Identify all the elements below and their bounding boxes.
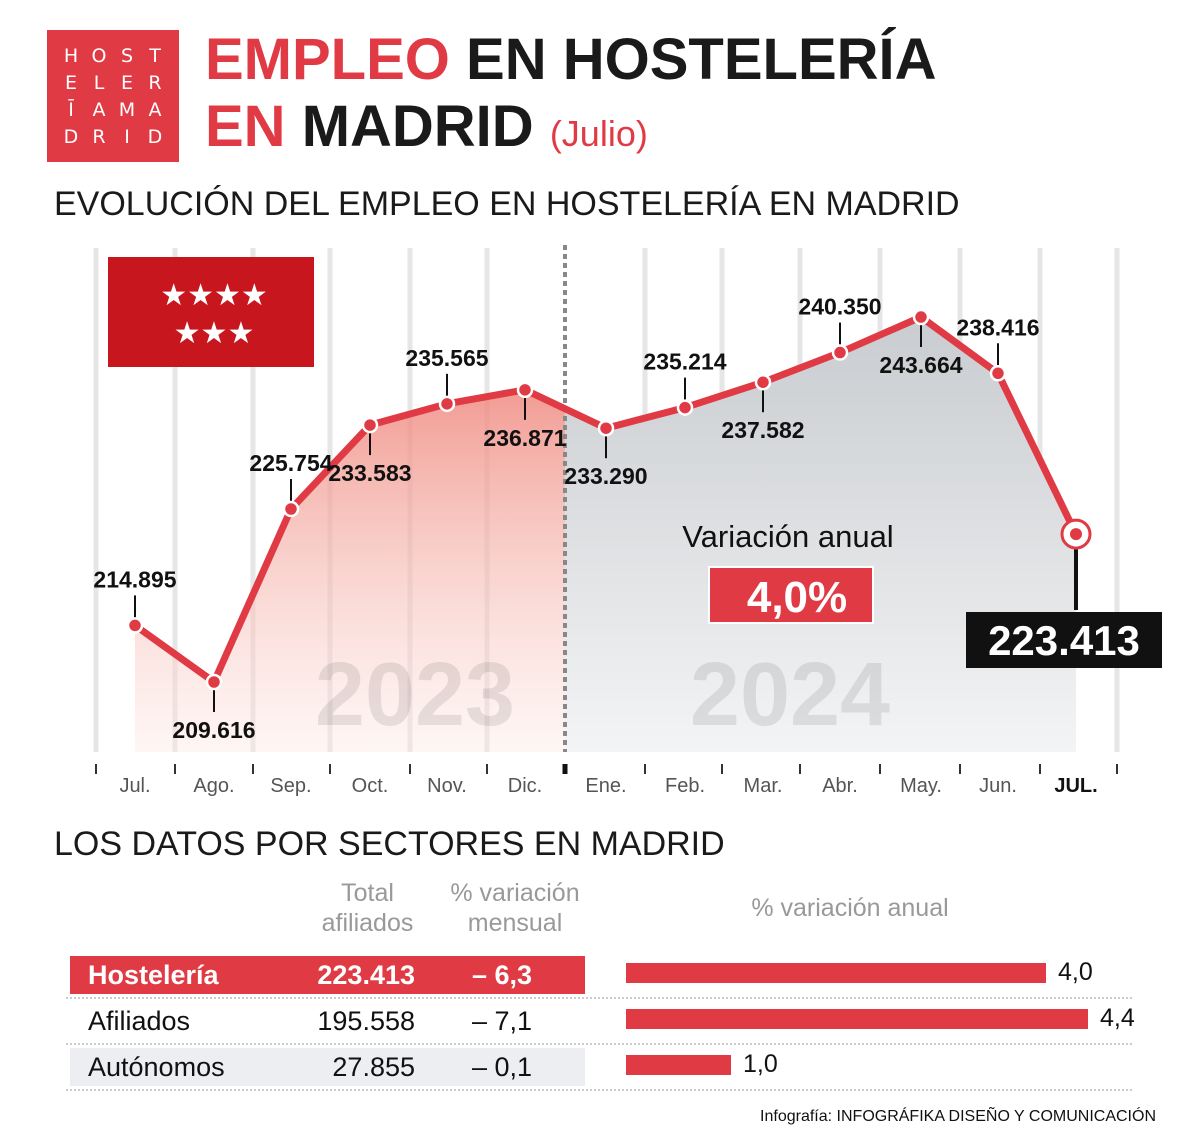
sector-monthly: – 7,1 — [472, 1006, 533, 1036]
data-label: 235.214 — [643, 349, 726, 375]
sector-row: Hostelería 223.413 – 6,3 — [70, 956, 585, 994]
madrid-flag-icon: ★★★★ ★★★ — [108, 257, 314, 367]
annual-variation-label: 4,4 — [1100, 1004, 1135, 1032]
logo-letter: I — [124, 125, 130, 148]
data-point — [205, 673, 223, 691]
sector-monthly: – 6,3 — [472, 960, 533, 990]
svg-text:★★★: ★★★ — [174, 316, 255, 351]
annual-variation-bar — [626, 963, 1046, 983]
data-point — [989, 365, 1007, 382]
svg-text:★★★★: ★★★★ — [160, 278, 268, 313]
x-tick-label: Jun. — [979, 775, 1017, 797]
logo-letter: D — [147, 125, 163, 148]
credit: Infografía: INFOGRÁFIKA DISEÑO Y COMUNIC… — [760, 1108, 1156, 1125]
logo-letter: M — [118, 98, 136, 121]
x-tick-label: Dic. — [508, 775, 542, 797]
logo-letter: E — [120, 71, 133, 94]
subtitle: (Julio) — [549, 113, 648, 154]
data-label: 209.616 — [172, 717, 255, 743]
logo-letter: A — [92, 98, 106, 121]
data-label: 233.583 — [328, 460, 411, 486]
annotation-box — [708, 566, 874, 624]
line-chart: 2023 2024 ★★★★ ★★★ Jul. Ago. Sep. Oct. Nov. D… — [93, 245, 1162, 797]
data-label: 223.413 — [988, 617, 1140, 664]
sector-name: Autónomos — [88, 1052, 225, 1082]
sector-row: Autónomos 27.855 – 0,1 — [70, 1048, 585, 1086]
sector-total: 223.413 — [317, 960, 415, 990]
x-tick-label: Ago. — [193, 775, 234, 797]
logo-letter: D — [63, 125, 79, 148]
data-label: 214.895 — [93, 566, 176, 592]
logo-letter: Ī — [68, 98, 74, 121]
x-tick-label: Abr. — [822, 775, 858, 797]
annual-variation-bar — [626, 1009, 1088, 1029]
sector-row: Afiliados 195.558 – 7,1 — [70, 1002, 585, 1040]
data-label: 235.565 — [405, 345, 488, 371]
sector-total: 195.558 — [317, 1006, 415, 1036]
data-point — [126, 617, 144, 634]
annual-variation-label: 1,0 — [743, 1050, 778, 1078]
header-monthly: % variación mensual — [450, 879, 580, 937]
row-divider — [66, 1089, 1132, 1091]
data-label: 237.582 — [721, 417, 804, 443]
x-tick-label: Jul. — [119, 775, 150, 797]
sectors-title: LOS DATOS POR SECTORES EN MADRID — [54, 825, 725, 863]
data-label: 243.664 — [879, 352, 962, 378]
data-point — [1070, 528, 1082, 541]
data-point — [754, 373, 772, 391]
logo-letter: L — [93, 71, 105, 94]
x-tick-label: May. — [900, 775, 942, 797]
area-2023 — [135, 389, 565, 752]
sector-monthly: – 0,1 — [472, 1052, 533, 1082]
data-point — [912, 308, 930, 326]
data-label: 225.754 — [249, 450, 332, 476]
logo-letter: A — [148, 98, 162, 121]
logo-letter: T — [149, 44, 161, 67]
annotation-value: 4,0% — [747, 573, 847, 622]
sector-name: Afiliados — [88, 1006, 191, 1036]
data-label: 240.350 — [798, 294, 881, 320]
chart-section-title: EVOLUCIÓN DEL EMPLEO EN HOSTELERÍA EN MA… — [54, 185, 960, 223]
sector-total: 27.855 — [332, 1052, 415, 1082]
data-label: 236.871 — [483, 425, 566, 451]
current-value-box — [966, 612, 1162, 668]
logo-letter: R — [148, 71, 162, 94]
row-divider — [66, 1043, 1132, 1045]
annotation-title: Variación anual — [682, 519, 893, 554]
x-tick-label: Feb. — [665, 775, 705, 797]
x-tick-label: JUL. — [1054, 775, 1097, 797]
logo-letter: O — [91, 44, 107, 67]
data-point — [516, 381, 534, 399]
x-tick-label: Mar. — [744, 775, 783, 797]
data-point — [676, 399, 694, 416]
data-point — [831, 344, 849, 361]
header-total: Total afiliados — [321, 879, 414, 937]
annual-variation-label: 4,0 — [1058, 958, 1093, 986]
x-tick-label: Sep. — [270, 775, 311, 797]
data-label: 238.416 — [956, 314, 1039, 340]
x-tick-label: Nov. — [427, 775, 467, 797]
data-point — [438, 395, 456, 413]
area-2024 — [565, 317, 1076, 752]
logo-letter: H — [63, 44, 79, 67]
data-point — [282, 500, 300, 518]
data-point — [361, 416, 379, 434]
page-title: EMPLEO EN HOSTELERÍA EN MADRID (Julio) — [205, 27, 937, 159]
row-divider — [66, 997, 1132, 999]
logo-letter: E — [64, 71, 77, 94]
data-point — [597, 419, 615, 437]
x-tick-label: Ene. — [585, 775, 626, 797]
annual-variation-bar — [626, 1055, 731, 1075]
x-tick-label: Oct. — [352, 775, 389, 797]
year-label-2024: 2024 — [690, 645, 890, 745]
logo-letter: R — [92, 125, 106, 148]
header-annual: % variación anual — [751, 894, 949, 922]
logo-letter: S — [120, 44, 134, 67]
year-label-2023: 2023 — [315, 645, 515, 745]
data-label: 233.290 — [564, 463, 647, 489]
sector-name: Hostelería — [88, 960, 219, 990]
